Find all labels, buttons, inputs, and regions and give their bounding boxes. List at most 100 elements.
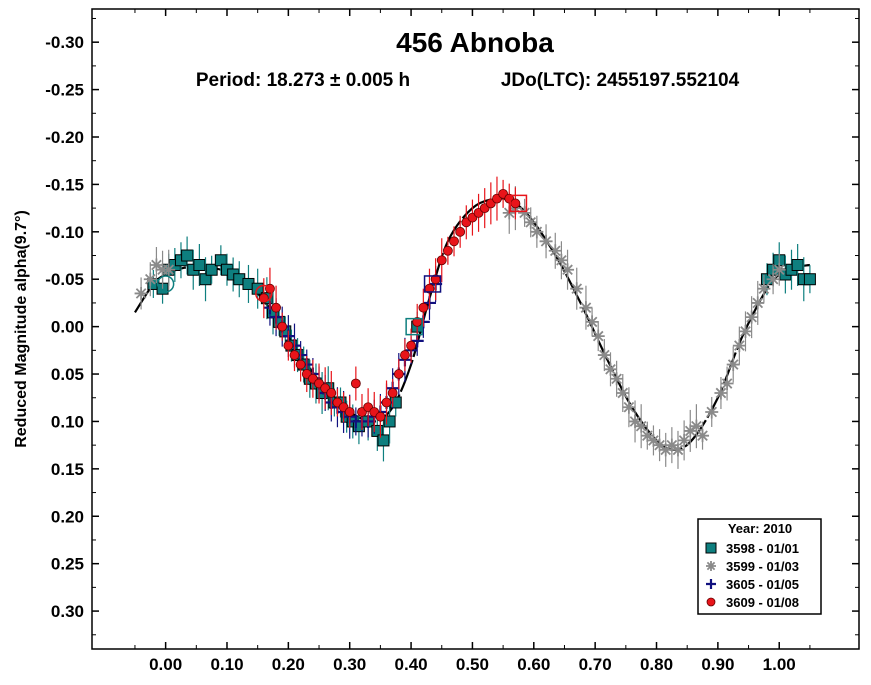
legend-marker [706,597,716,607]
data-point [705,405,719,419]
data-point [597,348,611,362]
y-tick-label: 0.00 [51,318,84,337]
legend-marker [706,561,716,571]
data-point [162,263,176,277]
y-tick-label: -0.05 [45,270,84,289]
data-point [683,424,697,438]
y-axis: -0.30 -0.25 -0.20 -0.15 -0.10 -0.05 0.00 0.05 0.… [45,17,859,636]
legend: Year: 2010 3598 - 01/01 3599 - 01/03 3605 … [697,518,822,615]
data-point [665,438,679,452]
data-point [603,362,617,376]
data-point [205,263,218,276]
data-point [745,310,759,324]
data-point [803,273,816,286]
data-point [371,424,384,437]
data-point [449,236,459,247]
x-tick-label: 0.70 [579,655,612,674]
data-point [751,296,765,310]
open-marker [509,194,528,213]
legend-label: 3598 - 01/01 [726,541,799,556]
data-point [696,429,710,443]
series-0 [147,236,816,462]
plot-frame [91,8,860,650]
data-point [530,225,544,239]
data-point [634,419,648,433]
legend-title: Year: 2010 [728,521,792,536]
data-point [134,286,148,300]
data-point [628,414,642,428]
series-layer [134,176,816,469]
data-point [344,407,355,417]
data-point [766,272,780,286]
data-point [677,433,691,447]
data-point [714,386,728,400]
data-point [524,215,538,229]
data-point [738,324,752,338]
data-point [383,415,396,428]
legend-items: 3598 - 01/01 3599 - 01/03 3605 - 01/05 3609… [705,541,799,610]
x-tick-label: 1.00 [763,655,796,674]
data-point [548,244,562,258]
open-marker [405,317,423,336]
data-point [689,419,703,433]
data-point [585,315,599,329]
data-point [193,259,206,271]
data-point [510,198,521,209]
open-markers-layer [156,194,528,336]
y-tick-label: 0.15 [51,460,84,479]
x-tick-label: 0.40 [395,655,428,674]
data-point [387,388,398,398]
y-tick-label: -0.25 [45,81,84,100]
open-marker [423,275,442,293]
y-tick-label: 0.10 [51,412,84,431]
y-axis-label: Reduced Magnitude alpha(9.7°) [13,210,30,448]
data-point [610,372,624,386]
y-tick-label: 0.20 [51,507,84,526]
y-tick-label: 0.25 [51,555,84,574]
x-tick-label: 0.10 [210,655,243,674]
chart-title: 456 Abnoba [396,27,554,58]
data-point [579,301,593,315]
data-point [436,255,447,266]
data-point [646,433,660,447]
x-tick-label: 0.20 [272,655,305,674]
x-tick-label: 0.90 [701,655,734,674]
data-point [283,340,294,351]
data-point [375,411,386,422]
data-point [554,253,568,267]
y-tick-label: -0.15 [45,175,84,194]
data-point [406,340,416,351]
y-tick-label: -0.20 [45,128,84,147]
data-point [561,263,575,277]
legend-label: 3599 - 01/03 [726,559,799,574]
data-point [791,259,804,271]
data-point [442,245,453,256]
data-point [653,438,667,452]
data-point [377,434,390,447]
data-point [757,282,771,296]
data-point [277,321,288,332]
data-point [400,350,410,360]
data-point [181,249,194,262]
x-tick-label: 0.30 [333,655,366,674]
y-tick-label: 0.30 [51,602,84,621]
y-tick-label: 0.05 [51,365,84,384]
data-point [289,350,300,360]
data-point [381,397,392,408]
legend-box [697,518,822,615]
data-point [271,302,281,313]
legend-label: 3605 - 01/05 [726,577,799,592]
open-marker [156,275,175,293]
data-point [393,369,404,379]
series-3 [258,176,521,438]
open-marker [255,284,273,303]
x-tick-label: 0.60 [517,655,550,674]
data-point [149,258,163,272]
y-tick-label: -0.30 [45,33,84,52]
data-point [622,400,636,414]
data-point [350,378,361,389]
data-point [199,273,212,286]
x-tick-label: 0.50 [456,655,489,674]
data-point [143,272,157,286]
